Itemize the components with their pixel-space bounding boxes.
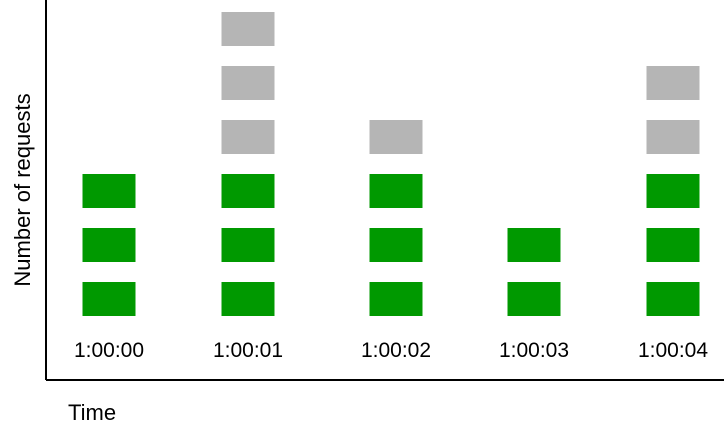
bar-block <box>646 120 700 154</box>
bar-block <box>369 174 423 208</box>
bar-block <box>221 66 275 100</box>
x-tick-label: 1:00:00 <box>74 339 144 362</box>
bar-block <box>507 282 561 316</box>
bar-block <box>369 120 423 154</box>
bar-block <box>82 228 136 262</box>
bar-block <box>82 174 136 208</box>
x-tick-label: 1:00:02 <box>361 339 431 362</box>
bar-block <box>369 228 423 262</box>
bar-block <box>369 282 423 316</box>
bar-block <box>221 228 275 262</box>
bar-block <box>646 282 700 316</box>
bar-block <box>82 282 136 316</box>
x-tick-label: 1:00:04 <box>638 339 708 362</box>
bar-block <box>646 174 700 208</box>
bar-block <box>507 228 561 262</box>
bar-block <box>221 282 275 316</box>
x-tick-label: 1:00:03 <box>499 339 569 362</box>
bar-block <box>646 66 700 100</box>
bar-block <box>221 174 275 208</box>
bar-block <box>221 12 275 46</box>
bar-block <box>646 228 700 262</box>
x-tick-label: 1:00:01 <box>213 339 283 362</box>
x-axis-label: Time <box>68 400 117 425</box>
bar-block <box>221 120 275 154</box>
